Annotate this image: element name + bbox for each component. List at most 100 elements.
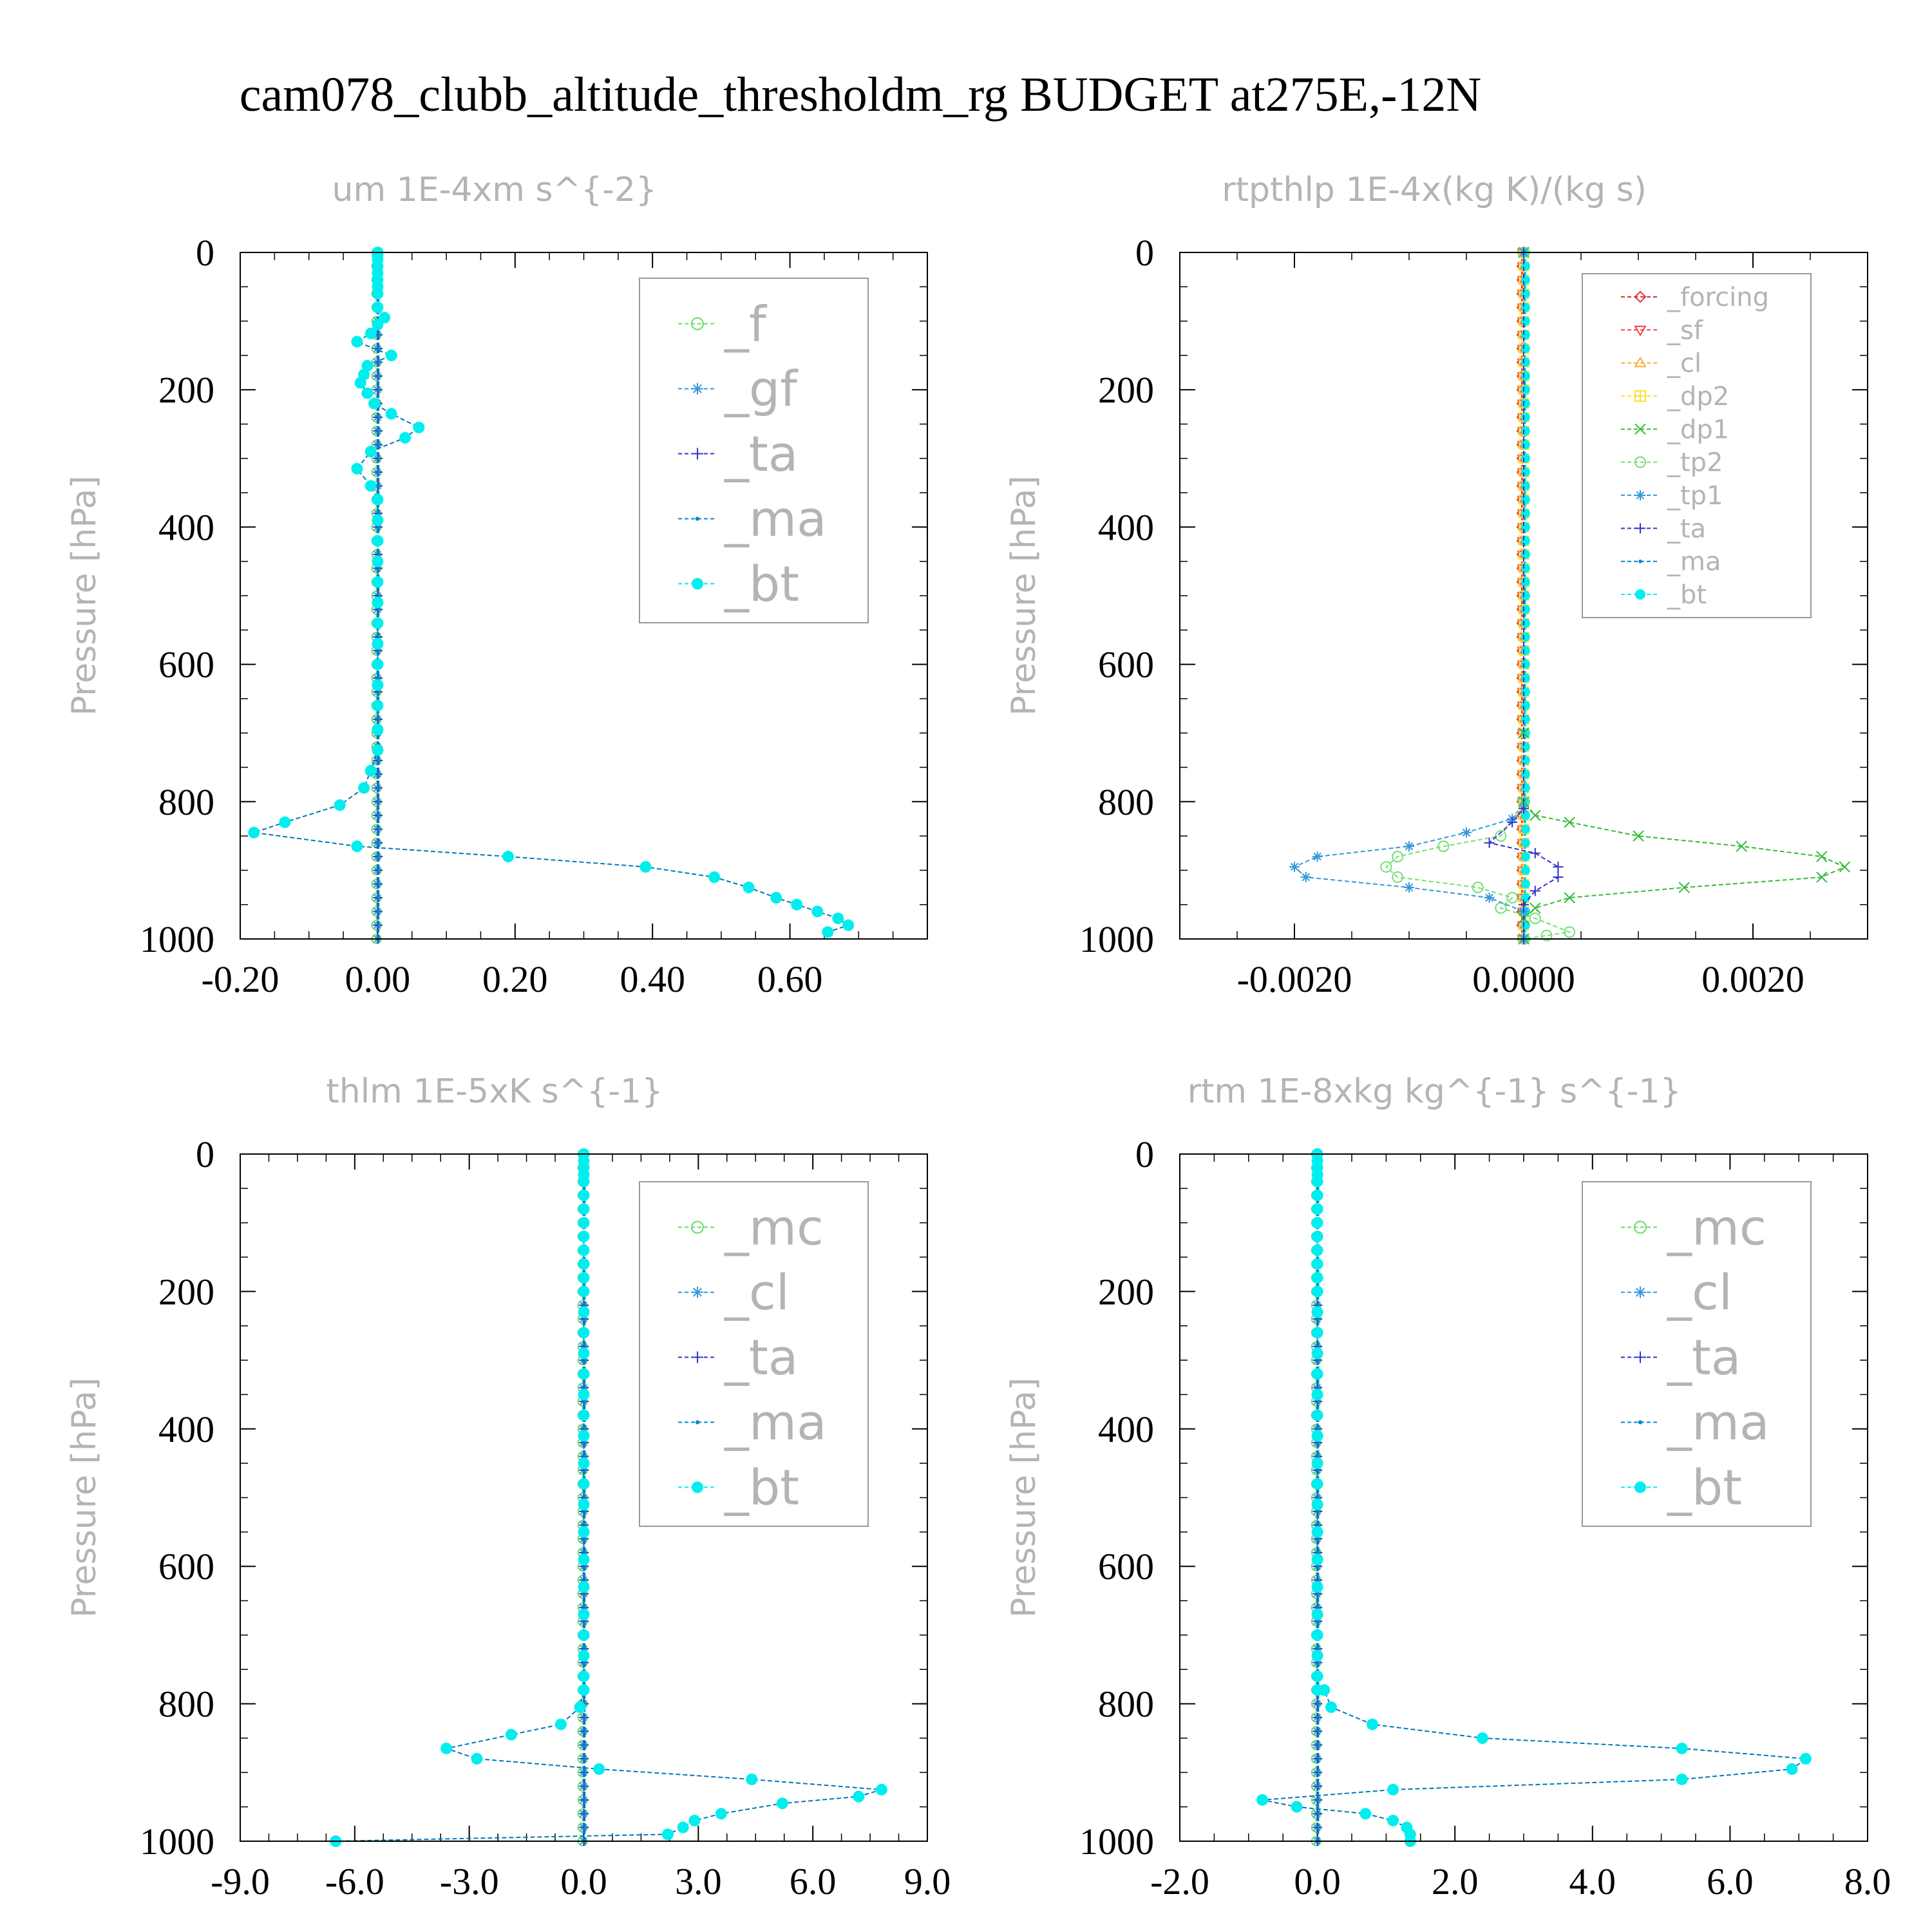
series-line xyxy=(1293,252,1524,939)
legend-box xyxy=(639,1181,869,1527)
data-point xyxy=(1635,490,1645,501)
data-point xyxy=(1521,866,1530,875)
legend-label: _bt xyxy=(1667,1459,1742,1516)
data-point xyxy=(677,1821,689,1833)
data-point xyxy=(1678,882,1690,893)
data-point xyxy=(1521,659,1530,669)
legend: _f _gf _ta _ma _bt xyxy=(639,278,869,623)
legend-label: _ma xyxy=(1667,1394,1770,1451)
data-point xyxy=(377,759,381,762)
data-point xyxy=(1311,1306,1323,1318)
data-point xyxy=(1311,1368,1323,1380)
data-point xyxy=(1519,899,1529,910)
panel-title: rtm 1E-8xkg kg^{-1} s^{-1} xyxy=(1188,1072,1681,1111)
data-point xyxy=(578,1526,590,1538)
data-point xyxy=(1316,1647,1320,1651)
data-point xyxy=(583,1661,587,1665)
data-point xyxy=(1311,1430,1323,1442)
data-point xyxy=(1521,495,1530,504)
data-point xyxy=(361,359,374,372)
data-point xyxy=(1676,1773,1688,1785)
data-point xyxy=(377,333,381,337)
data-point xyxy=(1316,1785,1320,1788)
data-point xyxy=(1518,727,1530,739)
y-tick-label: 0 xyxy=(1135,1133,1154,1175)
data-point xyxy=(1521,289,1530,298)
data-point xyxy=(578,1684,590,1696)
data-point xyxy=(1564,817,1575,828)
legend-label: _cl xyxy=(1667,1264,1732,1321)
x-tick-label: 8.0 xyxy=(1844,1861,1891,1902)
data-point xyxy=(1521,468,1530,477)
data-point xyxy=(583,1729,587,1733)
data-point xyxy=(1736,840,1747,852)
data-point xyxy=(1521,371,1530,381)
data-point xyxy=(1311,1478,1323,1490)
data-point xyxy=(695,516,700,521)
data-point xyxy=(372,576,384,588)
data-point xyxy=(692,448,703,460)
data-point xyxy=(583,1647,587,1651)
data-point xyxy=(743,882,755,894)
data-point xyxy=(1316,1716,1320,1719)
data-point xyxy=(1521,920,1530,930)
data-point xyxy=(1530,902,1541,914)
data-point xyxy=(377,813,381,817)
data-point xyxy=(372,535,384,547)
x-tick-label: 0.40 xyxy=(620,958,685,1000)
series-line xyxy=(1488,252,1559,939)
legend-label: _sf xyxy=(1667,316,1703,345)
data-point xyxy=(832,913,844,925)
data-point xyxy=(372,514,384,526)
data-point xyxy=(1380,861,1392,873)
data-point xyxy=(583,1757,587,1761)
data-point xyxy=(1316,1743,1320,1747)
data-point xyxy=(578,1203,590,1215)
data-point xyxy=(583,1716,587,1719)
y-tick-label: 600 xyxy=(1098,1546,1154,1587)
data-point xyxy=(1311,1231,1323,1243)
data-point xyxy=(554,1718,567,1730)
legend: _mc _cl _ta _ma _bt xyxy=(639,1181,869,1527)
data-point xyxy=(351,336,363,348)
y-tick-label: 400 xyxy=(158,1408,214,1450)
data-point xyxy=(1529,913,1541,925)
data-point xyxy=(578,1347,590,1359)
chart-panel: rtm 1E-8xkg kg^{-1} s^{-1} Pressure [hPa]… xyxy=(1005,1072,1891,1902)
data-point xyxy=(1521,481,1530,491)
data-point xyxy=(1367,1718,1379,1730)
data-point xyxy=(372,638,384,650)
data-point xyxy=(593,1763,605,1775)
data-point xyxy=(578,1306,590,1318)
y-tick-label: 0 xyxy=(196,232,214,274)
data-point xyxy=(1311,1608,1323,1620)
data-point xyxy=(1316,1798,1320,1802)
chart-panel: rtpthlp 1E-4x(kg K)/(kg s) Pressure [hPa]… xyxy=(1005,171,1868,1000)
y-tick-label: 400 xyxy=(158,506,214,548)
data-point xyxy=(1476,1732,1488,1744)
data-point xyxy=(1521,728,1530,738)
data-point xyxy=(842,919,855,931)
data-point xyxy=(1521,275,1530,285)
data-point xyxy=(1530,810,1541,821)
data-point xyxy=(377,923,381,927)
data-point xyxy=(1311,1388,1323,1401)
data-point xyxy=(1521,261,1530,271)
legend-box xyxy=(1582,273,1812,618)
data-point xyxy=(1311,1189,1323,1202)
data-point xyxy=(1816,851,1828,862)
data-point xyxy=(1311,1526,1323,1538)
data-point xyxy=(1311,1649,1323,1662)
series-line xyxy=(336,1154,882,1842)
data-point xyxy=(1635,589,1645,600)
x-tick-label: 0.0 xyxy=(1294,1861,1341,1902)
data-point xyxy=(1404,882,1414,893)
data-point xyxy=(1521,440,1530,450)
y-tick-label: 600 xyxy=(1098,644,1154,686)
data-point xyxy=(368,397,381,410)
data-point xyxy=(1521,509,1530,518)
legend-label: _bt xyxy=(724,1459,799,1516)
data-point xyxy=(1316,1826,1320,1830)
y-tick-label: 1000 xyxy=(1079,918,1154,960)
